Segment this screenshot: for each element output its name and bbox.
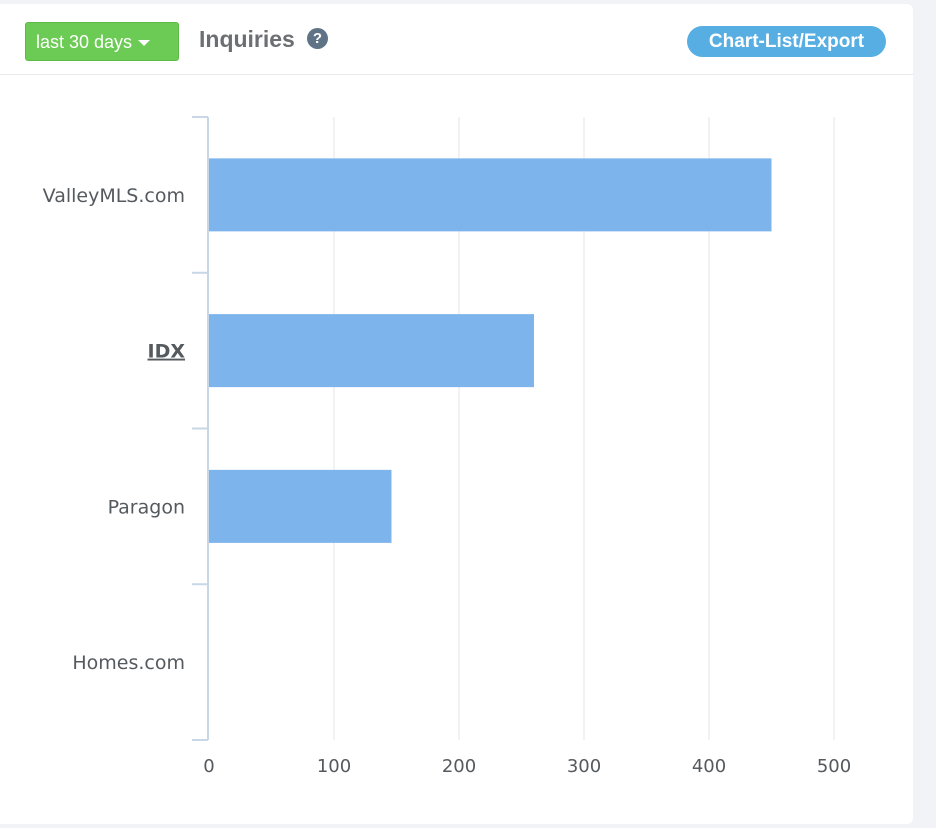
caret-down-icon xyxy=(138,40,151,47)
chart-card: last 30 days Inquiries ? Chart-List/Expo… xyxy=(0,4,913,824)
x-tick-label: 500 xyxy=(817,756,851,777)
date-range-dropdown[interactable]: last 30 days xyxy=(25,22,179,61)
x-tick-label: 0 xyxy=(203,756,214,777)
x-axis-tick-labels: 0 100 200 300 400 500 xyxy=(203,756,851,777)
x-tick-label: 200 xyxy=(442,756,476,777)
category-labels: ValleyMLS.com IDX Paragon Homes.com xyxy=(43,185,186,674)
card-header: last 30 days Inquiries ? Chart-List/Expo… xyxy=(0,4,913,75)
bar-valleymls-com[interactable] xyxy=(209,158,772,232)
x-tick-label: 400 xyxy=(692,756,726,777)
chart-list-export-button[interactable]: Chart-List/Export xyxy=(687,26,886,57)
x-tick-label: 300 xyxy=(567,756,601,777)
bar-paragon[interactable] xyxy=(209,469,392,543)
x-tick-label: 100 xyxy=(317,756,351,777)
chart-title: Inquiries xyxy=(199,26,295,52)
bars xyxy=(209,158,772,543)
bar-chart: ValleyMLS.com IDX Paragon Homes.com 0 100 200… xyxy=(43,116,851,777)
question-circle-icon[interactable]: ? xyxy=(307,28,328,49)
category-label: ValleyMLS.com xyxy=(43,185,185,207)
category-label: Paragon xyxy=(108,496,185,518)
category-label: Homes.com xyxy=(72,652,185,674)
y-axis xyxy=(192,116,209,741)
category-label[interactable]: IDX xyxy=(148,341,186,363)
date-range-label: last 30 days xyxy=(36,32,133,52)
bar-idx[interactable] xyxy=(209,314,534,388)
